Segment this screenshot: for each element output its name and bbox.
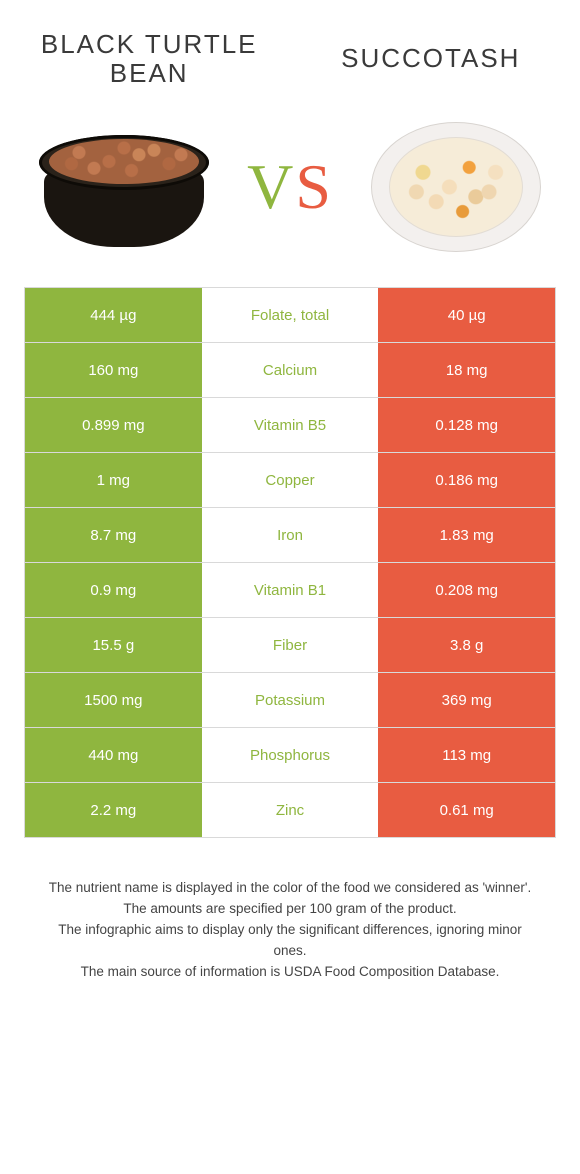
- images-row: VS: [24, 117, 556, 257]
- nutrient-label: Zinc: [202, 783, 379, 837]
- right-value: 3.8 g: [378, 618, 555, 672]
- nutrient-label: Fiber: [202, 618, 379, 672]
- vs-v: V: [247, 150, 295, 224]
- right-value: 0.186 mg: [378, 453, 555, 507]
- nutrient-label: Folate, total: [202, 288, 379, 342]
- table-row: 440 mgPhosphorus113 mg: [25, 728, 555, 783]
- right-value: 18 mg: [378, 343, 555, 397]
- left-value: 2.2 mg: [25, 783, 202, 837]
- vs-label: VS: [247, 150, 333, 224]
- nutrient-label: Copper: [202, 453, 379, 507]
- left-value: 15.5 g: [25, 618, 202, 672]
- table-row: 0.9 mgVitamin B10.208 mg: [25, 563, 555, 618]
- nutrient-label: Vitamin B1: [202, 563, 379, 617]
- vs-s: S: [295, 150, 333, 224]
- right-value: 0.208 mg: [378, 563, 555, 617]
- nutrient-table: 444 µgFolate, total40 µg160 mgCalcium18 …: [24, 287, 556, 838]
- food-title-left: Black turtle bean: [34, 30, 264, 87]
- comparison-infographic: Black turtle bean Succotash VS 444 µgFol…: [0, 0, 580, 1174]
- right-value: 0.61 mg: [378, 783, 555, 837]
- right-value: 369 mg: [378, 673, 555, 727]
- left-value: 160 mg: [25, 343, 202, 397]
- left-value: 444 µg: [25, 288, 202, 342]
- left-value: 440 mg: [25, 728, 202, 782]
- nutrient-label: Phosphorus: [202, 728, 379, 782]
- table-row: 160 mgCalcium18 mg: [25, 343, 555, 398]
- footnote-line: The infographic aims to display only the…: [44, 920, 536, 962]
- food-image-left: [34, 117, 214, 257]
- right-value: 0.128 mg: [378, 398, 555, 452]
- nutrient-label: Potassium: [202, 673, 379, 727]
- right-value: 1.83 mg: [378, 508, 555, 562]
- table-row: 444 µgFolate, total40 µg: [25, 288, 555, 343]
- table-row: 8.7 mgIron1.83 mg: [25, 508, 555, 563]
- titles-row: Black turtle bean Succotash: [24, 30, 556, 97]
- footnotes: The nutrient name is displayed in the co…: [24, 878, 556, 983]
- table-row: 1 mgCopper0.186 mg: [25, 453, 555, 508]
- left-value: 0.899 mg: [25, 398, 202, 452]
- plate-illustration: [371, 117, 541, 257]
- left-value: 8.7 mg: [25, 508, 202, 562]
- table-row: 15.5 gFiber3.8 g: [25, 618, 555, 673]
- right-value: 113 mg: [378, 728, 555, 782]
- nutrient-label: Iron: [202, 508, 379, 562]
- nutrient-label: Vitamin B5: [202, 398, 379, 452]
- bowl-illustration: [39, 127, 209, 247]
- nutrient-label: Calcium: [202, 343, 379, 397]
- right-value: 40 µg: [378, 288, 555, 342]
- food-title-right: Succotash: [316, 44, 546, 73]
- table-row: 1500 mgPotassium369 mg: [25, 673, 555, 728]
- footnote-line: The main source of information is USDA F…: [44, 962, 536, 983]
- left-value: 1500 mg: [25, 673, 202, 727]
- food-image-right: [366, 117, 546, 257]
- left-value: 1 mg: [25, 453, 202, 507]
- left-value: 0.9 mg: [25, 563, 202, 617]
- table-row: 0.899 mgVitamin B50.128 mg: [25, 398, 555, 453]
- table-row: 2.2 mgZinc0.61 mg: [25, 783, 555, 838]
- footnote-line: The amounts are specified per 100 gram o…: [44, 899, 536, 920]
- footnote-line: The nutrient name is displayed in the co…: [44, 878, 536, 899]
